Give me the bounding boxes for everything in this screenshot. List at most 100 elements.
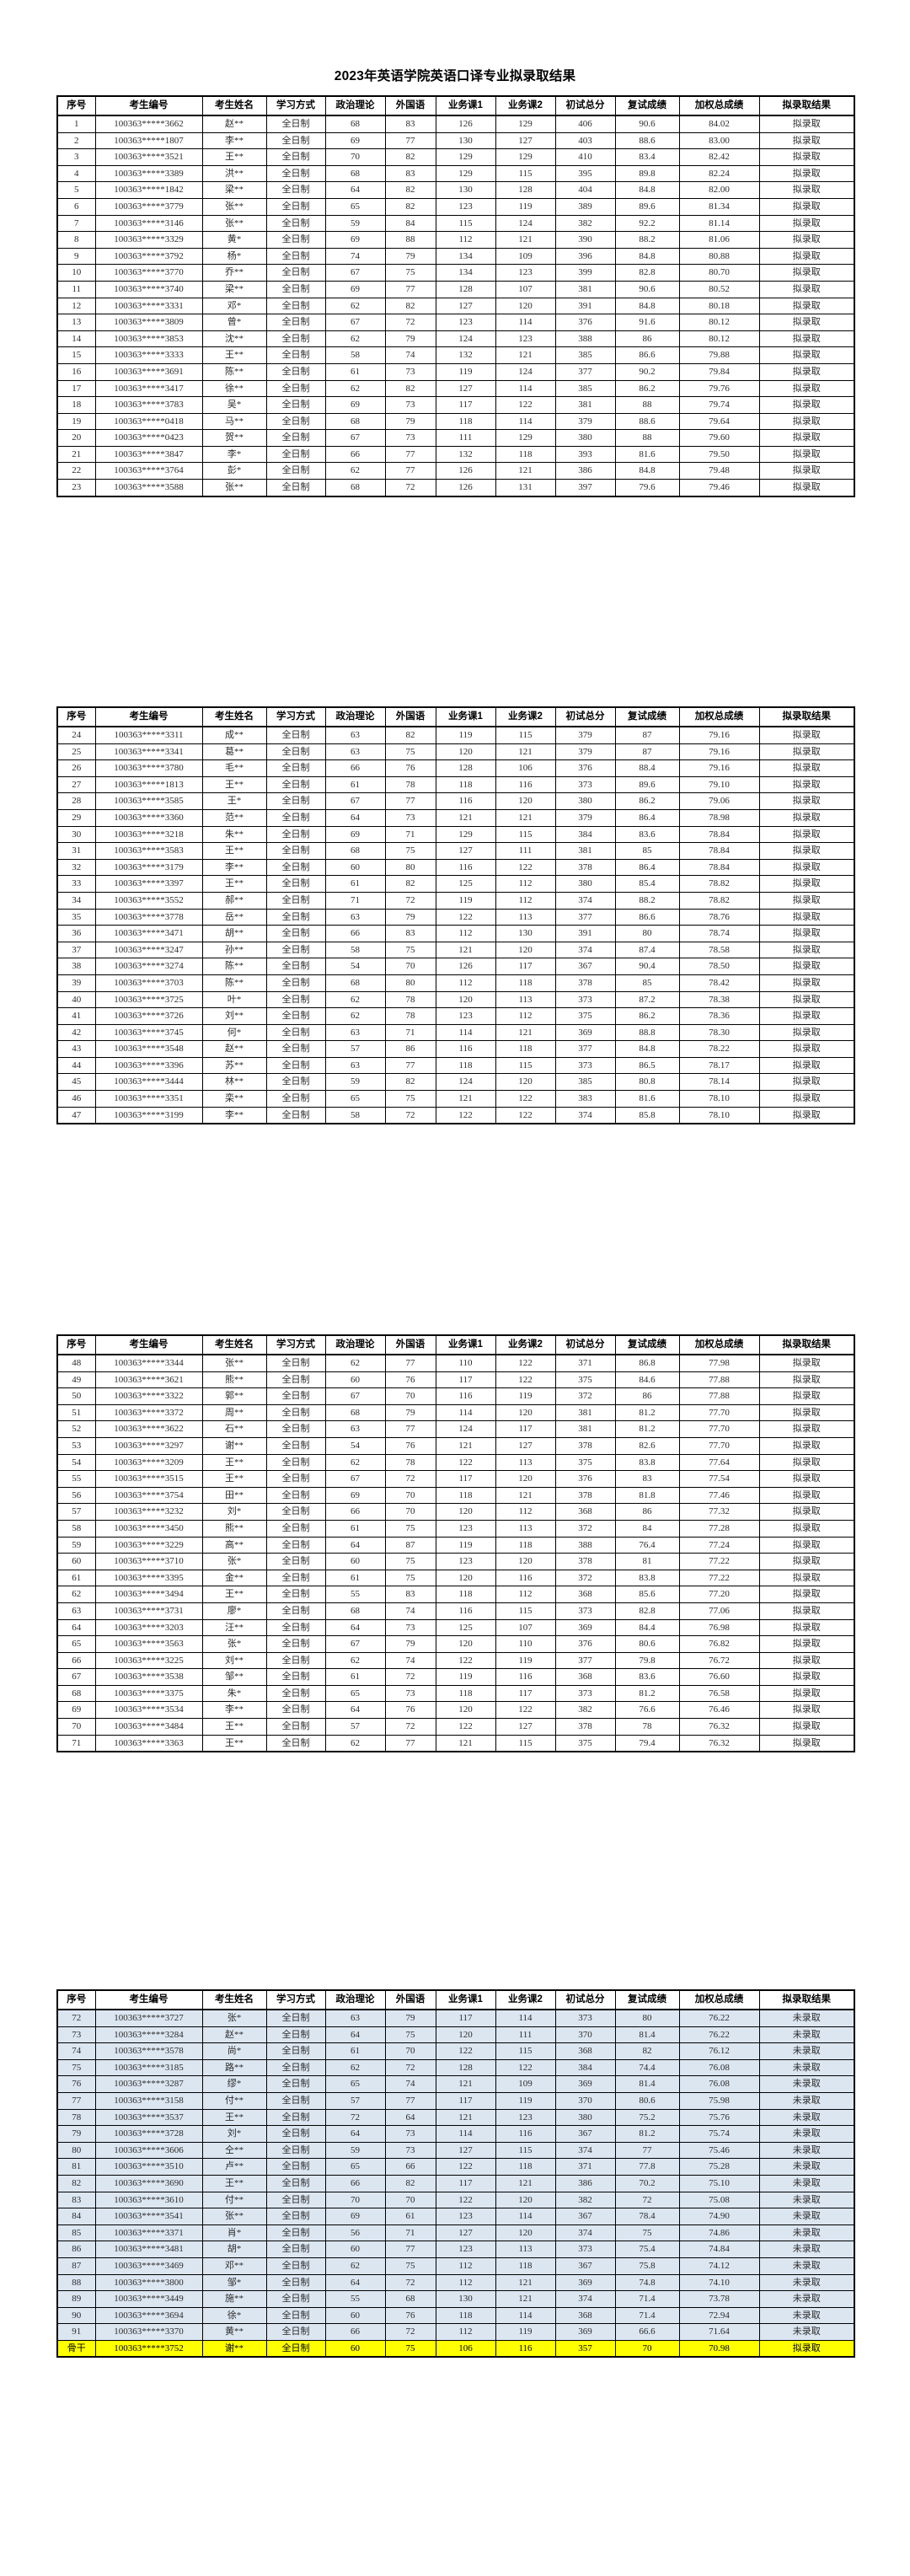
- column-header-candidate-id: 考生编号: [94, 1334, 203, 1355]
- cell-retest-score: 83.4: [614, 148, 680, 166]
- cell-foreign-language-score: 75: [384, 2257, 436, 2275]
- cell-candidate-name: 施**: [201, 2290, 267, 2308]
- cell-study-mode: 全日制: [265, 1371, 326, 1389]
- cell-initial-total: 369: [554, 2323, 616, 2341]
- cell-admission-result: 拟录取: [758, 396, 855, 414]
- cell-seq: 79: [56, 2125, 96, 2143]
- cell-admission-result: 拟录取: [758, 1073, 855, 1092]
- cell-candidate-name: 邹**: [201, 1668, 267, 1686]
- cell-seq: 36: [56, 925, 96, 942]
- cell-candidate-id: 100363*****3731: [94, 1602, 203, 1620]
- cell-retest-score: 82: [614, 2042, 680, 2060]
- cell-weighted-total: 77.54: [678, 1470, 760, 1488]
- cell-admission-result: 未录取: [758, 2241, 855, 2258]
- cell-candidate-id: 100363*****3450: [94, 1519, 203, 1538]
- cell-admission-result: 拟录取: [758, 1651, 855, 1670]
- cell-initial-total: 372: [554, 1519, 616, 1538]
- cell-candidate-id: 100363*****3725: [94, 990, 203, 1009]
- cell-admission-result: 未录取: [758, 2026, 855, 2044]
- cell-subject2-score: 121: [495, 2290, 556, 2308]
- cell-subject2-score: 119: [495, 2323, 556, 2341]
- cell-candidate-id: 100363*****3585: [94, 792, 203, 810]
- cell-study-mode: 全日制: [265, 479, 326, 497]
- table-row: 31 100363*****3583 王** 全日制 68 75 127 111 381 85 78…: [56, 842, 855, 860]
- cell-retest-score: 86.4: [614, 858, 680, 877]
- column-header-weighted-total: 加权总成绩: [678, 706, 760, 727]
- cell-study-mode: 全日制: [265, 429, 326, 447]
- results-table-1: 序号 考生编号 考生姓名 学习方式 政治理论 外国语 业务课1 业务课2 初试总分 复试成绩 加权总…: [56, 95, 855, 497]
- cell-study-mode: 全日制: [265, 1553, 326, 1570]
- cell-retest-score: 72: [614, 2191, 680, 2209]
- cell-initial-total: 384: [554, 2058, 616, 2077]
- cell-study-mode: 全日制: [265, 462, 326, 480]
- cell-politics-score: 61: [324, 1569, 386, 1587]
- cell-subject1-score: 122: [435, 908, 496, 926]
- cell-candidate-id: 100363*****3621: [94, 1371, 203, 1389]
- cell-foreign-language-score: 77: [384, 1354, 436, 1372]
- column-header-candidate-name: 考生姓名: [201, 1989, 267, 2010]
- cell-initial-total: 383: [554, 1090, 616, 1108]
- cell-study-mode: 全日制: [265, 2091, 326, 2110]
- cell-seq: 71: [56, 1734, 96, 1753]
- cell-retest-score: 81.2: [614, 1420, 680, 1438]
- cell-study-mode: 全日制: [265, 1420, 326, 1438]
- cell-foreign-language-score: 73: [384, 396, 436, 414]
- table-row: 80 100363*****3606 仝** 全日制 59 73 127 115 374 77 75…: [56, 2141, 855, 2160]
- cell-retest-score: 84.4: [614, 1618, 680, 1637]
- cell-candidate-name: 张**: [201, 479, 267, 497]
- cell-weighted-total: 78.10: [678, 1106, 760, 1125]
- cell-candidate-id: 100363*****3770: [94, 264, 203, 282]
- table-row: 44 100363*****3396 苏** 全日制 63 77 118 115 373 86.5…: [56, 1056, 855, 1075]
- cell-study-mode: 全日制: [265, 1387, 326, 1405]
- cell-candidate-id: 100363*****3351: [94, 1090, 203, 1108]
- cell-admission-result: 未录取: [758, 2108, 855, 2127]
- cell-candidate-name: 叶*: [201, 990, 267, 1009]
- cell-candidate-name: 苏**: [201, 1056, 267, 1075]
- cell-candidate-id: 100363*****3690: [94, 2174, 203, 2192]
- cell-initial-total: 372: [554, 1387, 616, 1405]
- cell-politics-score: 63: [324, 726, 386, 744]
- cell-subject1-score: 115: [435, 214, 496, 233]
- cell-politics-score: 63: [324, 908, 386, 926]
- cell-subject2-score: 114: [495, 2306, 556, 2325]
- cell-candidate-name: 邓**: [201, 2257, 267, 2275]
- cell-study-mode: 全日制: [265, 2241, 326, 2258]
- table-row: 27 100363*****1813 王** 全日制 61 78 118 116 373 89.6…: [56, 775, 855, 794]
- cell-weighted-total: 80.88: [678, 247, 760, 266]
- cell-subject2-score: 113: [495, 1453, 556, 1472]
- cell-politics-score: 56: [324, 2224, 386, 2242]
- cell-initial-total: 367: [554, 2125, 616, 2143]
- cell-study-mode: 全日制: [265, 759, 326, 777]
- cell-admission-result: 拟录取: [758, 1519, 855, 1538]
- cell-weighted-total: 77.98: [678, 1354, 760, 1372]
- cell-subject1-score: 118: [435, 775, 496, 794]
- cell-politics-score: 65: [324, 197, 386, 216]
- table-header-row: 序号 考生编号 考生姓名 学习方式 政治理论 外国语 业务课1 业务课2 初试总分 复试成绩 加权总…: [56, 1334, 855, 1355]
- cell-seq: 35: [56, 908, 96, 926]
- cell-subject1-score: 118: [435, 1586, 496, 1603]
- table-row: 53 100363*****3297 谢** 全日制 54 76 121 127 378 82.6…: [56, 1436, 855, 1455]
- cell-initial-total: 381: [554, 280, 616, 298]
- cell-subject2-score: 111: [495, 2026, 556, 2044]
- cell-admission-result: 未录取: [758, 2009, 855, 2027]
- cell-foreign-language-score: 71: [384, 2224, 436, 2242]
- column-header-study-mode: 学习方式: [265, 1334, 326, 1355]
- cell-politics-score: 58: [324, 941, 386, 959]
- column-header-foreign-language-score: 外国语: [384, 1334, 436, 1355]
- cell-study-mode: 全日制: [265, 379, 326, 398]
- cell-foreign-language-score: 72: [384, 314, 436, 331]
- cell-weighted-total: 79.74: [678, 396, 760, 414]
- table-row: 82 100363*****3690 王** 全日制 66 82 117 121 386 70.2…: [56, 2174, 855, 2192]
- cell-candidate-id: 100363*****3389: [94, 164, 203, 183]
- cell-retest-score: 88.6: [614, 412, 680, 431]
- table-row: 7 100363*****3146 张** 全日制 59 84 115 124 382 92.2 8…: [56, 214, 855, 233]
- cell-admission-result: 拟录取: [758, 330, 855, 348]
- cell-subject1-score: 122: [435, 1651, 496, 1670]
- column-header-subject2-score: 业务课2: [495, 1989, 556, 2010]
- table-row: 62 100363*****3494 王** 全日制 55 83 118 112 368 85.6…: [56, 1586, 855, 1603]
- cell-foreign-language-score: 74: [384, 346, 436, 364]
- cell-candidate-id: 100363*****3510: [94, 2158, 203, 2176]
- cell-politics-score: 59: [324, 1073, 386, 1092]
- cell-politics-score: 68: [324, 479, 386, 497]
- cell-initial-total: 373: [554, 1684, 616, 1703]
